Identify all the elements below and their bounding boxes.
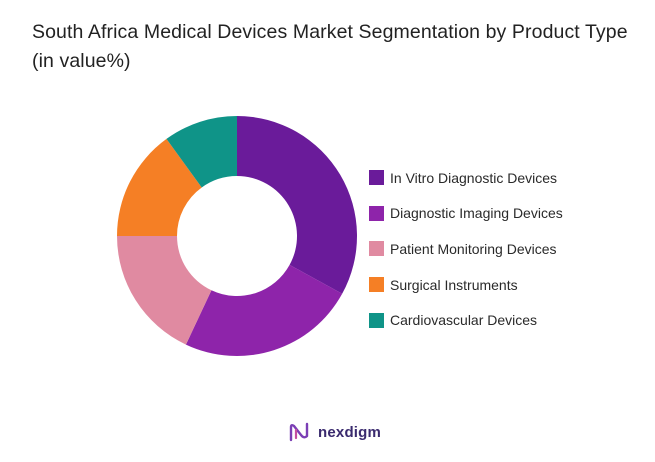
legend-swatch	[369, 205, 384, 221]
legend-item-diagnostic-imaging-devices: Diagnostic Imaging Devices	[369, 196, 563, 232]
chart-title: South Africa Medical Devices Market Segm…	[32, 21, 628, 72]
legend-label: Patient Monitoring Devices	[390, 240, 557, 257]
donut-slice-surgical-instruments	[117, 138, 202, 236]
brand-name: nexdigm	[318, 423, 382, 441]
legend-item-cardiovascular-devices: Cardiovascular Devices	[369, 302, 563, 338]
chart-legend: In Vitro Diagnostic Devices Diagnostic Im…	[369, 160, 563, 338]
donut-slice-in-vitro-diagnostic-devices	[237, 116, 358, 294]
brand-footer: nexdigm	[288, 421, 381, 443]
donut-slice-cardiovascular-devices	[166, 116, 237, 188]
legend-swatch	[369, 312, 384, 328]
legend-swatch	[369, 170, 384, 186]
legend-label: Cardiovascular Devices	[390, 312, 538, 329]
donut-slice-diagnostic-imaging-devices	[185, 264, 343, 357]
legend-label: In Vitro Diagnostic Devices	[390, 169, 558, 186]
legend-item-patient-monitoring-devices: Patient Monitoring Devices	[369, 231, 563, 267]
legend-label: Diagnostic Imaging Devices	[390, 205, 563, 222]
legend-item-surgical-instruments: Surgical Instruments	[369, 267, 563, 303]
nexdigm-logo-icon	[289, 422, 309, 442]
legend-label: Surgical Instruments	[390, 276, 518, 293]
legend-swatch	[369, 277, 384, 293]
donut-slice-patient-monitoring-devices	[117, 236, 212, 345]
legend-item-in-vitro-diagnostic-devices: In Vitro Diagnostic Devices	[369, 160, 563, 196]
legend-swatch	[369, 241, 384, 257]
